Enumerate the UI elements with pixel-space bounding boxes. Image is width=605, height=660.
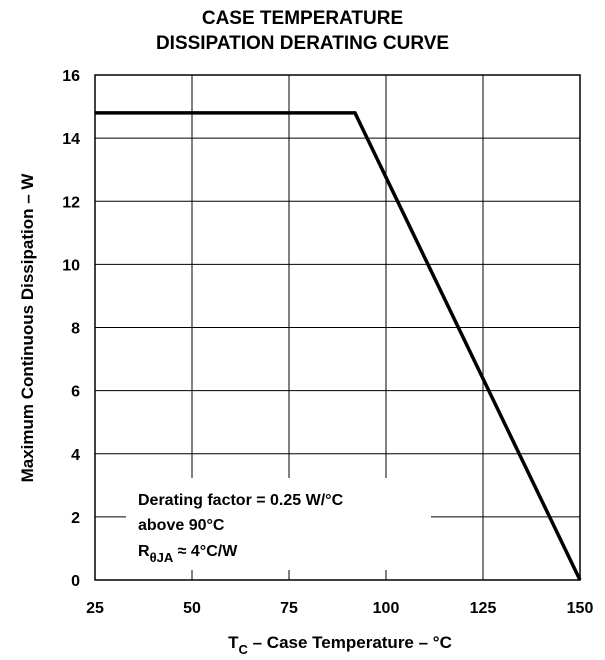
annotation-derating: Derating factor = 0.25 W/°C <box>138 492 344 509</box>
chart-title: CASE TEMPERATURE <box>201 8 404 29</box>
y-tick-label-12: 12 <box>62 194 80 211</box>
x-tick-label-100: 100 <box>373 600 400 617</box>
x-axis-label-sub: C <box>239 642 249 657</box>
x-axis-label: TC – Case Temperature – °C <box>228 633 452 657</box>
x-tick-label-50: 50 <box>183 600 201 617</box>
x-tick-label-75: 75 <box>280 600 298 617</box>
y-tick-label-8: 8 <box>71 321 80 338</box>
x-axis-label-t: T <box>228 633 239 652</box>
x-tick-label-125: 125 <box>470 600 497 617</box>
x-axis-label-rest: – Case Temperature – °C <box>248 633 452 652</box>
tick-labels: 25 50 75 100 125 150 0 2 4 6 8 10 12 14 16 <box>62 68 593 617</box>
y-tick-label-0: 0 <box>71 573 80 590</box>
chart-subtitle: DISSIPATION DERATING CURVE <box>155 33 450 54</box>
y-tick-label-6: 6 <box>71 384 80 401</box>
series-layer <box>95 111 582 581</box>
y-axis-label: Maximum Continuous Dissipation – W <box>18 173 37 483</box>
x-tick-label-25: 25 <box>86 600 104 617</box>
x-tick-label-150: 150 <box>567 600 594 617</box>
y-tick-label-2: 2 <box>71 510 80 527</box>
annotation-resistance: RθJA ≈ 4°C/W <box>138 543 238 565</box>
annotation-box <box>126 478 431 570</box>
y-tick-label-4: 4 <box>71 447 80 464</box>
y-tick-label-10: 10 <box>62 257 80 274</box>
annotation-above: above 90°C <box>138 517 225 534</box>
y-tick-label-14: 14 <box>62 131 80 148</box>
annotation-r-value: ≈ 4°C/W <box>173 543 238 560</box>
annotation-r: R <box>138 543 150 560</box>
annotation-r-sub: θJA <box>150 550 174 565</box>
series-line-0 <box>95 111 582 581</box>
plot-frame <box>94 74 581 581</box>
y-tick-label-16: 16 <box>62 68 80 85</box>
